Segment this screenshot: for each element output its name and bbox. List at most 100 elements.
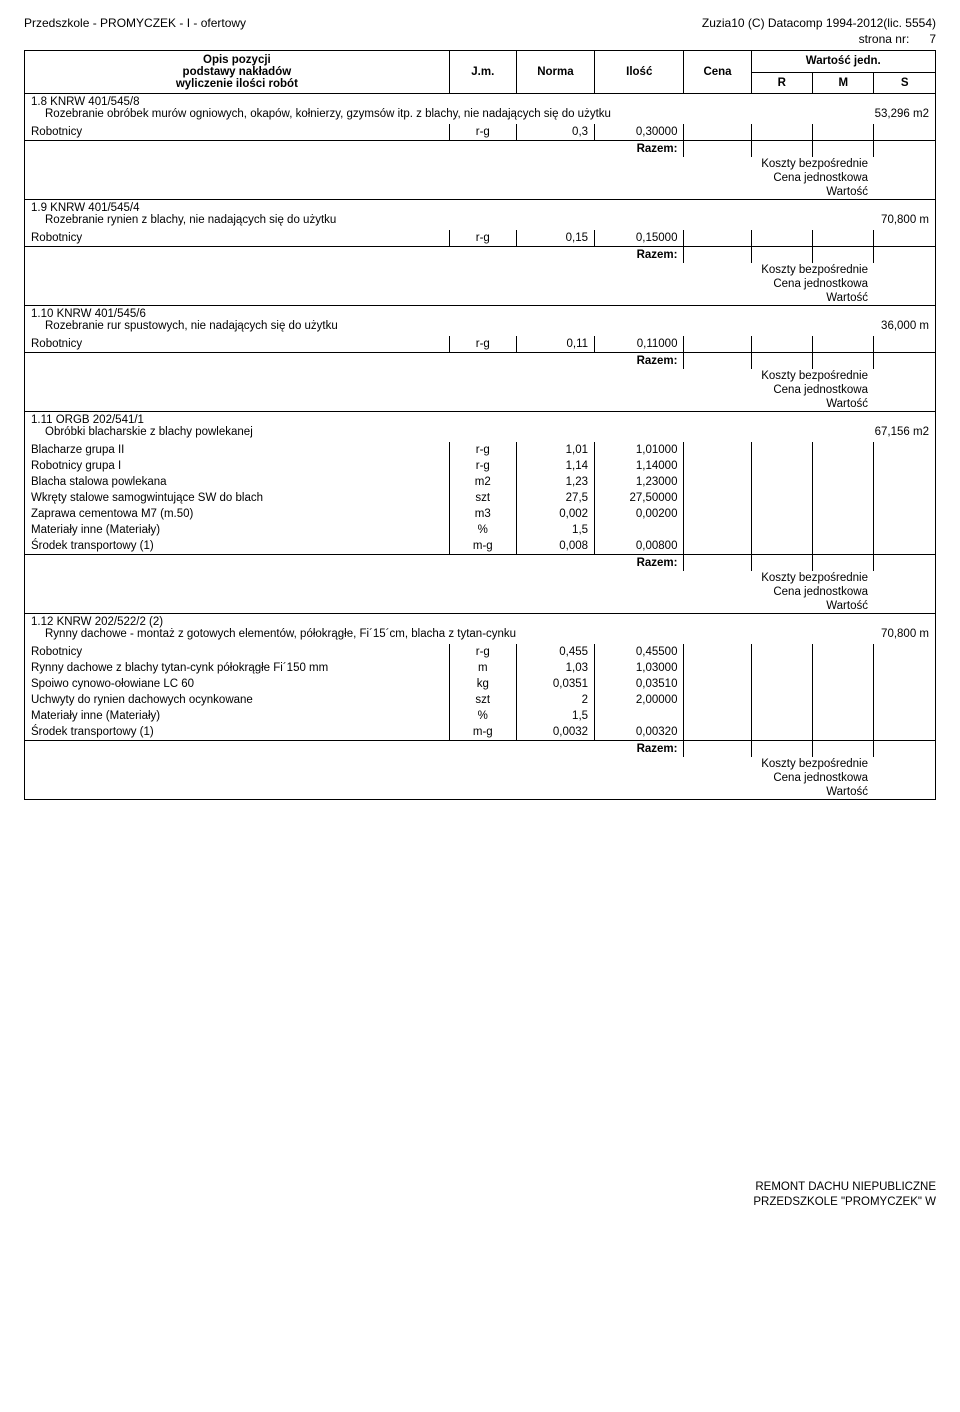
table-row: Środek transportowy (1)m-g0,0080,00800 (25, 538, 936, 555)
summary-value (874, 263, 936, 277)
row-ilosc: 1,03000 (595, 660, 684, 676)
row-r (751, 676, 812, 692)
razem-cell (751, 741, 812, 758)
razem-cell (813, 141, 874, 158)
col-opis-1: Opis pozycji (29, 54, 445, 66)
row-r (751, 644, 812, 660)
col-jm: J.m. (449, 51, 516, 94)
summary-value (874, 383, 936, 397)
row-cena (684, 506, 751, 522)
razem-cell (874, 353, 936, 370)
section-code: 1.8 KNRW 401/545/8 (25, 94, 936, 109)
row-s (874, 708, 936, 724)
row-norma: 0,0032 (516, 724, 594, 741)
footer-line-1: REMONT DACHU NIEPUBLICZNE (24, 1180, 936, 1195)
summary-label: Koszty bezpośrednie (684, 263, 874, 277)
summary-label: Cena jednostkowa (684, 585, 874, 599)
row-jm: m-g (449, 724, 516, 741)
row-cena (684, 676, 751, 692)
summary-row: Koszty bezpośrednie (25, 157, 936, 171)
summary-row: Cena jednostkowa (25, 585, 936, 599)
row-label: Zaprawa cementowa M7 (m.50) (25, 506, 450, 522)
page-header: Przedszkole - PROMYCZEK - I - ofertowy Z… (24, 16, 936, 46)
summary-label: Cena jednostkowa (684, 277, 874, 291)
row-s (874, 336, 936, 353)
row-r (751, 474, 812, 490)
col-s: S (874, 72, 936, 94)
table-row: Blacharze grupa IIr-g1,011,01000 (25, 442, 936, 458)
row-ilosc: 27,50000 (595, 490, 684, 506)
row-m (813, 506, 874, 522)
summary-label: Koszty bezpośrednie (684, 369, 874, 383)
summary-row: Wartość (25, 599, 936, 614)
summary-spacer (25, 397, 684, 412)
summary-row: Wartość (25, 785, 936, 800)
row-jm: r-g (449, 644, 516, 660)
row-m (813, 708, 874, 724)
summary-value (874, 771, 936, 785)
row-jm: r-g (449, 442, 516, 458)
section-code: 1.9 KNRW 401/545/4 (25, 200, 936, 215)
row-r (751, 708, 812, 724)
section-qty: 70,800 m (751, 214, 935, 230)
summary-value (874, 291, 936, 306)
row-ilosc: 0,03510 (595, 676, 684, 692)
summary-label: Cena jednostkowa (684, 383, 874, 397)
razem-cell (874, 741, 936, 758)
table-row: Uchwyty do rynien dachowych ocynkowanesz… (25, 692, 936, 708)
razem-row: Razem: (25, 141, 936, 158)
row-r (751, 442, 812, 458)
summary-row: Koszty bezpośrednie (25, 369, 936, 383)
razem-cell (874, 141, 936, 158)
section-desc-row: Rozebranie rynien z blachy, nie nadający… (25, 214, 936, 230)
header-right: Zuzia10 (C) Datacomp 1994-2012(lic. 5554… (702, 16, 936, 46)
table-row: Robotnicyr-g0,150,15000 (25, 230, 936, 247)
summary-label: Cena jednostkowa (684, 171, 874, 185)
row-ilosc: 2,00000 (595, 692, 684, 708)
col-wartosc: Wartość jedn. (751, 51, 935, 73)
row-m (813, 522, 874, 538)
razem-cell (874, 555, 936, 572)
section-header: 1.8 KNRW 401/545/8 (25, 94, 936, 109)
section-description: Rozebranie rynien z blachy, nie nadający… (25, 214, 752, 230)
row-label: Materiały inne (Materiały) (25, 522, 450, 538)
row-r (751, 336, 812, 353)
row-jm: szt (449, 692, 516, 708)
row-norma: 1,5 (516, 708, 594, 724)
summary-spacer (25, 571, 684, 585)
summary-spacer (25, 585, 684, 599)
row-jm: m (449, 660, 516, 676)
summary-label: Wartość (684, 185, 874, 200)
summary-row: Cena jednostkowa (25, 277, 936, 291)
section-header: 1.9 KNRW 401/545/4 (25, 200, 936, 215)
row-m (813, 676, 874, 692)
table-row: Materiały inne (Materiały)%1,5 (25, 708, 936, 724)
table-row: Spoiwo cynowo-ołowiane LC 60kg0,03510,03… (25, 676, 936, 692)
razem-cell (813, 555, 874, 572)
section-qty: 70,800 m (751, 628, 935, 644)
row-label: Uchwyty do rynien dachowych ocynkowane (25, 692, 450, 708)
page-number: 7 (929, 32, 936, 46)
table-row: Środek transportowy (1)m-g0,00320,00320 (25, 724, 936, 741)
row-label: Blacha stalowa powlekana (25, 474, 450, 490)
row-label: Rynny dachowe z blachy tytan-cynk półokr… (25, 660, 450, 676)
table-row: Zaprawa cementowa M7 (m.50)m30,0020,0020… (25, 506, 936, 522)
row-cena (684, 458, 751, 474)
razem-row: Razem: (25, 353, 936, 370)
razem-cell (684, 247, 751, 264)
row-jm: m3 (449, 506, 516, 522)
summary-label: Koszty bezpośrednie (684, 157, 874, 171)
razem-row: Razem: (25, 247, 936, 264)
row-jm: r-g (449, 230, 516, 247)
table-row: Robotnicyr-g0,4550,45500 (25, 644, 936, 660)
row-norma: 0,3 (516, 124, 594, 141)
row-norma: 1,01 (516, 442, 594, 458)
summary-value (874, 185, 936, 200)
summary-row: Koszty bezpośrednie (25, 263, 936, 277)
row-label: Robotnicy (25, 124, 450, 141)
row-s (874, 692, 936, 708)
row-label: Środek transportowy (1) (25, 538, 450, 555)
row-r (751, 692, 812, 708)
row-m (813, 660, 874, 676)
col-cena: Cena (684, 51, 751, 94)
